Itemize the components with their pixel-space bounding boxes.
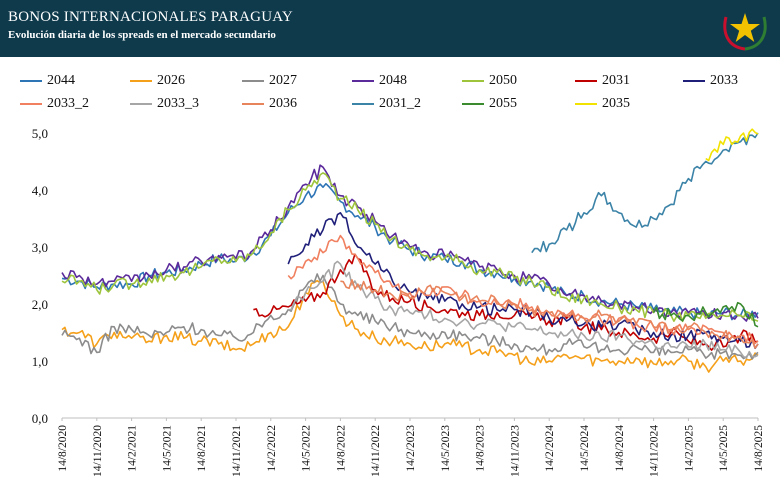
y-tick-label: 1,0	[32, 354, 48, 369]
series-line-2050	[61, 172, 759, 323]
chart-subtitle: Evolución diaria de los spreads en el me…	[8, 29, 276, 41]
series-line-2027	[61, 273, 759, 360]
series-line-2035	[705, 128, 759, 162]
x-tick-label: 14/8/2023	[475, 425, 487, 472]
y-tick-label: 0,0	[32, 411, 48, 426]
x-tick-label: 14/8/2025	[753, 425, 765, 472]
legend-swatch	[130, 80, 152, 82]
legend-label: 2036	[269, 96, 297, 111]
legend-swatch	[20, 80, 42, 82]
line-chart: 0,0 1,0 2,0 3,0 4,0 5,0 14/8/2020 14/11/2020 14/…	[32, 126, 765, 477]
legend-swatch	[130, 103, 152, 105]
series-line-2026	[61, 279, 759, 373]
x-tick-label: 14/8/2021	[196, 425, 208, 472]
series-line-2055	[652, 301, 759, 328]
x-tick-label: 14/8/2020	[57, 425, 69, 472]
series-line-2036	[340, 279, 759, 349]
x-tick-label: 14/8/2022	[335, 425, 347, 472]
chart-title: BONOS INTERNACIONALES PARAGUAY	[8, 9, 293, 25]
legend-swatch	[352, 80, 374, 82]
x-tick-label: 14/11/2022	[370, 425, 382, 477]
series-line-2033_2	[287, 234, 759, 345]
legend-swatch	[352, 103, 374, 105]
legend-label: 2033_2	[47, 96, 89, 111]
x-tick-label: 14/2/2022	[266, 425, 278, 472]
legend-label: 2027	[269, 73, 297, 88]
legend-swatch	[575, 80, 597, 82]
chart-header: BONOS INTERNACIONALES PARAGUAY Evolución…	[0, 0, 780, 57]
star-icon	[730, 13, 760, 42]
legend-label: 2033_3	[157, 96, 199, 111]
x-tick-label: 14/2/2021	[127, 425, 139, 472]
x-tick-label: 14/8/2024	[614, 425, 626, 472]
legend-swatch	[242, 103, 264, 105]
wreath-right-icon	[744, 16, 767, 51]
legend-label: 2050	[489, 73, 517, 88]
legend-label: 2044	[47, 73, 75, 88]
legend-swatch	[20, 103, 42, 105]
legend-label: 2026	[157, 73, 185, 88]
legend-swatch	[242, 80, 264, 82]
x-tick-label: 14/2/2024	[544, 425, 556, 472]
y-tick-label: 2,0	[32, 297, 48, 312]
series-line-2031_2	[531, 132, 759, 254]
x-tick-label: 14/2/2023	[405, 425, 417, 472]
legend-label: 2031	[602, 73, 630, 88]
legend-label: 2055	[489, 96, 517, 111]
y-tick-label: 5,0	[32, 126, 48, 141]
y-tick-label: 3,0	[32, 240, 48, 255]
x-tick-label: 14/5/2024	[579, 425, 591, 472]
x-tick-label: 14/11/2021	[231, 425, 243, 477]
x-tick-label: 14/11/2020	[92, 425, 104, 477]
x-tick-label: 14/5/2022	[301, 425, 313, 472]
chart-ticks: 0,0 1,0 2,0 3,0 4,0 5,0 14/8/2020 14/11/2020 14/…	[32, 126, 765, 477]
legend-swatch	[575, 103, 597, 105]
legend-swatch	[462, 103, 484, 105]
series-line-2033_3	[288, 260, 759, 359]
x-tick-label: 14/5/2021	[161, 425, 173, 472]
legend-label: 2033	[710, 73, 738, 88]
legend-label: 2035	[602, 96, 630, 111]
x-tick-label: 14/11/2024	[649, 425, 661, 477]
x-tick-label: 14/11/2023	[509, 425, 521, 477]
x-tick-label: 14/2/2025	[683, 425, 695, 472]
legend-label: 2048	[379, 73, 407, 88]
y-tick-label: 4,0	[32, 183, 48, 198]
legend-swatch	[462, 80, 484, 82]
legend-swatch	[683, 80, 705, 82]
chart-series-lines	[61, 128, 759, 373]
legend-label: 2031_2	[379, 96, 421, 111]
paraguay-star-emblem-icon	[723, 13, 767, 51]
wreath-left-icon	[723, 16, 746, 51]
x-tick-label: 14/5/2023	[440, 425, 452, 472]
x-tick-label: 14/5/2025	[718, 425, 730, 472]
series-line-2044	[61, 182, 759, 321]
